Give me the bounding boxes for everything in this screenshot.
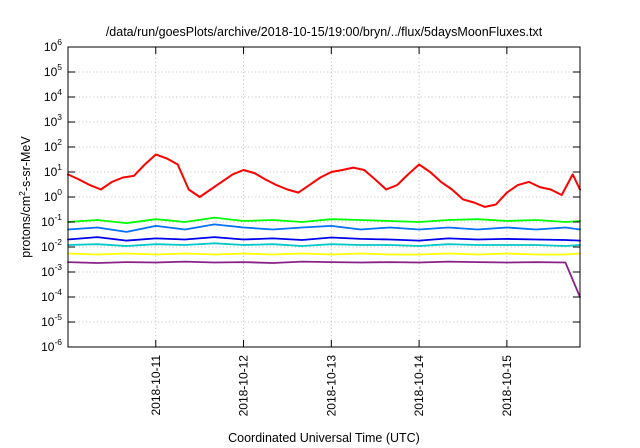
y-tick-exponent: -6 [54,337,62,347]
y-tick-exponent: 0 [57,187,62,197]
y-tick-base: 10 [41,340,55,354]
y-tick-label: 100 [44,187,62,204]
x-tick-label: 2018-10-14 [412,355,426,417]
y-tick-base: 10 [44,65,58,79]
y-tick-base: 10 [41,215,55,229]
y-tick-exponent: 6 [57,37,62,47]
y-tick-base: 10 [41,240,55,254]
x-tick-label: 2018-10-12 [237,355,251,417]
y-tick-exponent: 3 [57,112,62,122]
y-tick-base: 10 [41,315,55,329]
x-tick-label: 2018-10-13 [324,355,338,417]
series-line-3 [67,223,581,233]
x-axis: 2018-10-11 2018-10-12 2018-10-13 2018-10-14… [149,47,514,416]
x-tick-label: 2018-10-15 [500,355,514,417]
y-tick-label: 104 [44,87,62,104]
y-tick-base: 10 [44,190,58,204]
y-axis-label-prefix: protons/cm [19,196,33,258]
y-tick-exponent: -3 [54,262,62,272]
x-tick-label: 2018-10-11 [149,355,163,416]
y-tick-label: 10-6 [41,337,62,354]
y-tick-base: 10 [41,265,55,279]
y-tick-exponent: -1 [54,212,62,222]
grid [68,47,580,347]
y-tick-base: 10 [41,290,55,304]
y-tick-base: 10 [44,90,58,104]
y-tick-label: 10-2 [41,237,62,254]
y-tick-exponent: -2 [54,237,62,247]
y-tick-exponent: 5 [57,62,62,72]
y-tick-label: 106 [44,37,62,54]
y-tick-label: 101 [44,162,62,179]
series-line-5 [67,242,581,247]
y-tick-base: 10 [44,40,58,54]
series-line-6 [67,252,581,256]
y-tick-exponent: 1 [57,162,62,172]
y-tick-label: 10-1 [41,212,62,229]
y-tick-label: 10-4 [41,287,62,304]
y-tick-base: 10 [44,165,58,179]
chart-title: /data/run/goesPlots/archive/2018-10-15/1… [106,25,543,39]
y-tick-exponent: -5 [54,312,62,322]
y-axis: 10-610-510-410-310-210-11001011021031041… [41,37,580,354]
y-tick-label: 102 [44,137,62,154]
y-axis-label-suffix: -s-sr-MeV [19,136,33,192]
y-tick-exponent: 4 [57,87,62,97]
series-line-2 [67,216,581,225]
y-tick-label: 10-3 [41,262,62,279]
y-tick-base: 10 [44,140,58,154]
y-axis-label-exponent: 2 [17,191,27,196]
y-tick-label: 10-5 [41,312,62,329]
series-line-1 [67,153,581,208]
y-tick-base: 10 [44,115,58,129]
y-tick-exponent: -4 [54,287,62,297]
y-tick-label: 103 [44,112,62,129]
x-axis-label: Coordinated Universal Time (UTC) [228,431,420,445]
y-tick-label: 105 [44,62,62,79]
y-tick-exponent: 2 [57,137,62,147]
series-line-4 [67,236,581,242]
y-axis-label: protons/cm2-s-sr-MeV [17,136,33,258]
series-layer [67,153,581,298]
series-line-7 [67,260,581,298]
